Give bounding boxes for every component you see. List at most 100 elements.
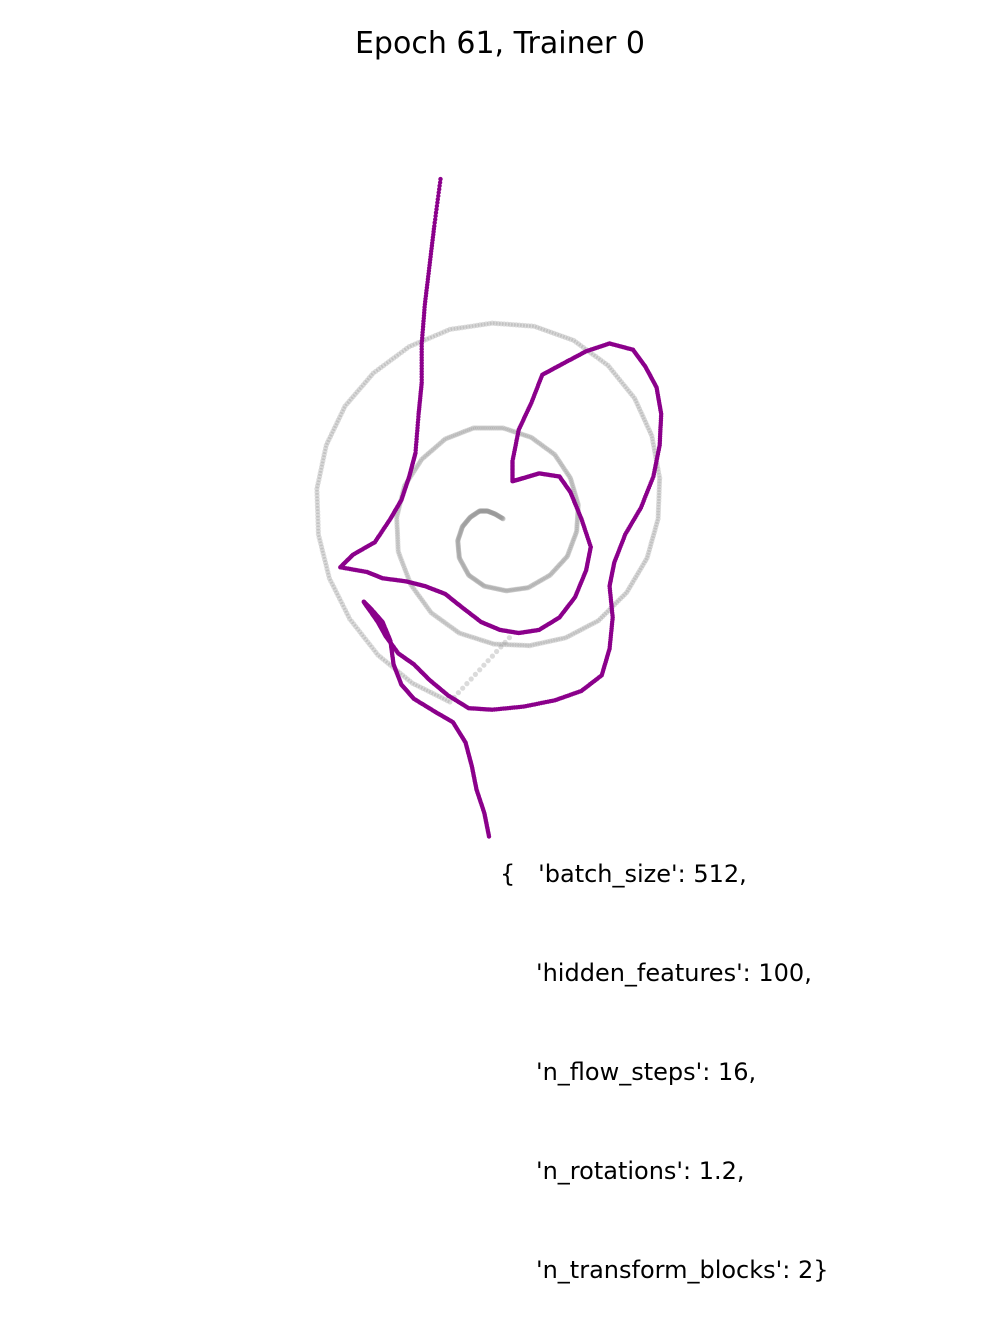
target-point-599 xyxy=(456,325,462,331)
target-point-401 xyxy=(478,637,484,643)
target-point-50 xyxy=(471,511,477,518)
target-point-297 xyxy=(437,440,443,446)
target-point-476 xyxy=(644,555,650,561)
target-point-370 xyxy=(416,594,423,600)
target-point-11 xyxy=(494,512,500,518)
target-point-262 xyxy=(508,428,514,434)
target-point-576 xyxy=(525,323,532,329)
target-point-19 xyxy=(489,510,496,516)
target-point-282 xyxy=(466,427,472,433)
target-point-660 xyxy=(322,448,328,455)
target-point-4 xyxy=(498,514,504,521)
target-point-2 xyxy=(499,515,505,521)
target-point-110 xyxy=(464,570,470,576)
target-point-222 xyxy=(569,479,575,485)
target-point-748 xyxy=(425,688,431,694)
target-point-125 xyxy=(480,582,486,588)
target-point-407 xyxy=(493,641,499,647)
target-point-448 xyxy=(596,617,602,624)
target-point-678 xyxy=(314,505,321,512)
target-point-13 xyxy=(493,511,499,517)
target-point-758 xyxy=(455,690,461,696)
target-point-218 xyxy=(571,486,577,493)
target-point-608 xyxy=(429,334,436,340)
target-point-494 xyxy=(655,504,662,510)
target-point-458 xyxy=(616,597,622,604)
target-point-671 xyxy=(314,483,321,489)
target-point-197 xyxy=(574,526,580,533)
target-point-606 xyxy=(435,331,441,337)
target-point-533 xyxy=(630,393,636,399)
target-point-286 xyxy=(458,430,464,436)
target-point-515 xyxy=(650,442,657,448)
target-point-261 xyxy=(510,428,516,434)
target-point-352 xyxy=(397,553,403,559)
target-point-513 xyxy=(652,448,658,454)
target-point-423 xyxy=(534,641,541,647)
target-point-171 xyxy=(551,568,557,574)
target-point-445 xyxy=(589,621,595,627)
target-point-12 xyxy=(493,512,499,518)
target-point-247 xyxy=(537,440,543,447)
target-point-44 xyxy=(475,509,481,515)
target-point-470 xyxy=(635,570,642,576)
target-point-393 xyxy=(459,631,465,637)
target-point-335 xyxy=(394,512,400,518)
target-point-223 xyxy=(568,477,574,483)
target-point-493 xyxy=(655,507,662,513)
target-point-457 xyxy=(614,599,620,606)
target-point-693 xyxy=(321,553,327,559)
target-point-148 xyxy=(516,586,522,592)
target-point-168 xyxy=(547,572,553,578)
target-point-157 xyxy=(530,582,536,588)
target-point-762 xyxy=(472,671,478,678)
target-point-675 xyxy=(314,496,320,502)
target-point-381 xyxy=(434,614,440,620)
target-point-558 xyxy=(575,341,582,347)
target-point-29 xyxy=(484,508,490,514)
target-point-492 xyxy=(655,510,661,516)
target-point-96 xyxy=(456,552,462,559)
target-point-217 xyxy=(571,488,577,494)
target-point-23 xyxy=(487,509,493,515)
target-point-633 xyxy=(364,377,370,383)
target-point-119 xyxy=(473,578,480,584)
target-point-567 xyxy=(551,330,557,336)
target-point-183 xyxy=(565,552,571,558)
sample-point-3 xyxy=(437,187,442,192)
target-point-272 xyxy=(487,425,493,431)
target-point-306 xyxy=(422,453,428,459)
target-point-641 xyxy=(348,396,354,402)
target-point-740 xyxy=(404,676,410,682)
target-point-391 xyxy=(454,629,460,635)
target-point-570 xyxy=(543,327,549,333)
target-point-581 xyxy=(510,322,516,328)
target-point-685 xyxy=(315,528,321,534)
target-point-477 xyxy=(645,552,651,558)
target-point-89 xyxy=(455,544,461,550)
target-point-67 xyxy=(461,522,467,528)
sample-point-5 xyxy=(436,193,441,199)
sample-point-1 xyxy=(437,180,443,185)
target-point-722 xyxy=(363,636,369,643)
target-point-35 xyxy=(481,508,487,514)
target-point-580 xyxy=(513,322,519,328)
target-point-59 xyxy=(466,516,472,522)
target-point-447 xyxy=(593,619,599,625)
target-point-102 xyxy=(459,560,465,566)
target-point-55 xyxy=(468,514,474,520)
target-point-122 xyxy=(477,580,483,586)
target-point-415 xyxy=(514,642,520,648)
target-point-274 xyxy=(483,425,489,431)
target-point-376 xyxy=(425,606,431,612)
target-point-426 xyxy=(542,639,548,645)
target-point-746 xyxy=(420,685,426,692)
target-point-405 xyxy=(488,640,494,646)
target-point-135 xyxy=(495,586,501,592)
target-point-340 xyxy=(394,524,400,530)
target-point-15 xyxy=(492,511,498,517)
target-point-238 xyxy=(552,452,558,458)
sample-point-6 xyxy=(435,197,440,202)
target-point-628 xyxy=(375,366,381,372)
target-point-87 xyxy=(455,541,461,548)
